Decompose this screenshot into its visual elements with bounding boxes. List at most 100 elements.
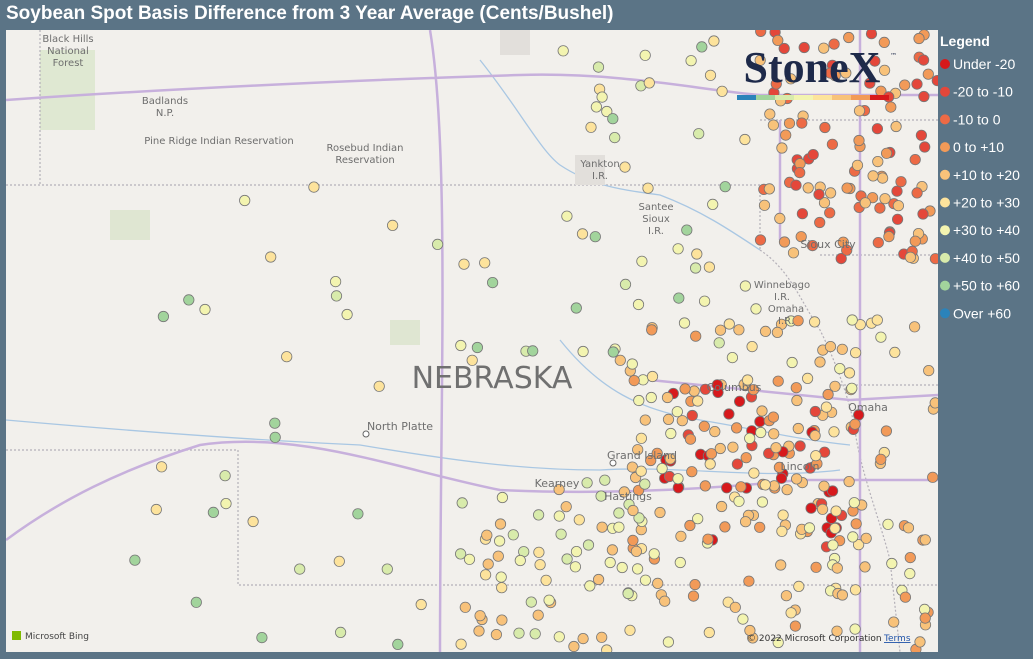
location-dot	[454, 548, 467, 560]
location-dot	[846, 382, 858, 394]
legend: Under -20 -20 to -10 -10 to 0 0 to +10 +10 t…	[940, 56, 1020, 321]
location-dot	[543, 594, 555, 606]
location-dot	[731, 458, 744, 470]
location-dot	[577, 345, 589, 358]
location-dot	[770, 442, 782, 454]
location-dot	[818, 197, 831, 209]
location-dot	[392, 638, 404, 651]
location-dot	[431, 238, 444, 250]
place-label: Yankton	[579, 159, 619, 170]
logo-mark: ™	[890, 52, 897, 60]
location-dot	[651, 447, 663, 459]
location-dot	[630, 545, 643, 558]
location-dot	[874, 202, 886, 214]
location-dot	[721, 482, 733, 494]
place-label: Sioux	[642, 214, 670, 225]
legend-label: 0 to +10	[953, 139, 1004, 155]
location-dot	[703, 626, 715, 639]
location-dot	[569, 561, 582, 573]
location-dot	[880, 147, 893, 159]
location-dot	[869, 55, 881, 67]
location-dot	[835, 253, 847, 265]
location-dot	[532, 509, 545, 521]
location-dot	[841, 182, 853, 194]
location-dot	[685, 55, 697, 67]
location-dot	[553, 510, 565, 522]
provider: Microsoft Bing	[25, 632, 89, 642]
location-dot	[609, 132, 621, 144]
location-dot	[652, 577, 664, 590]
location-dot	[843, 475, 855, 488]
location-dot	[883, 231, 895, 243]
location-dot	[334, 626, 347, 639]
location-dot	[329, 275, 342, 288]
location-dot	[183, 294, 195, 306]
location-dot	[730, 422, 743, 434]
location-dot	[860, 532, 872, 544]
location-dot	[827, 539, 839, 551]
location-dot	[599, 474, 611, 486]
location-dot	[678, 317, 691, 329]
location-dot	[699, 480, 711, 492]
location-dot	[876, 172, 889, 184]
place-label: Kearney	[535, 477, 580, 490]
legend-label: Over +60	[953, 305, 1011, 321]
location-dot	[846, 314, 858, 326]
location-dot	[778, 42, 790, 55]
location-dot	[919, 534, 931, 546]
location-dot	[776, 525, 788, 537]
location-dot	[632, 444, 644, 456]
location-dot	[596, 631, 608, 643]
terms-link[interactable]: Terms	[883, 634, 911, 644]
location-dot	[458, 258, 470, 270]
location-dot	[709, 425, 721, 438]
legend-swatch	[940, 280, 950, 291]
location-dot	[636, 255, 648, 267]
legend-swatch	[940, 86, 950, 97]
location-dot	[665, 427, 677, 440]
location-dot	[809, 405, 821, 418]
legend-swatch	[940, 59, 950, 69]
location-dot	[918, 90, 930, 103]
location-dot	[613, 507, 625, 519]
location-dot	[754, 521, 766, 533]
location-dot	[802, 182, 814, 194]
location-dot	[818, 480, 830, 492]
location-dot	[595, 490, 607, 502]
location-dot	[492, 550, 504, 562]
legend-swatch	[940, 225, 950, 236]
location-dot	[740, 452, 752, 464]
location-dot	[829, 380, 841, 392]
location-dot	[570, 545, 583, 558]
location-dot	[787, 247, 800, 259]
location-dot	[790, 179, 802, 191]
location-dot	[826, 138, 839, 150]
location-dot	[642, 182, 654, 194]
location-dot	[635, 432, 648, 444]
location-dot	[879, 193, 891, 205]
place-labels: Black Hills National Forest Badlands N.P…	[42, 34, 888, 503]
location-dot	[886, 557, 898, 570]
location-dot	[684, 433, 697, 445]
legend-swatch	[940, 197, 950, 208]
location-dot	[689, 262, 702, 274]
location-dot	[729, 601, 741, 613]
place-label: N.P.	[156, 108, 174, 119]
location-dot	[813, 188, 825, 200]
location-dot	[415, 598, 427, 611]
location-dot	[834, 362, 846, 375]
location-dot	[496, 614, 508, 626]
location-dot	[553, 631, 565, 643]
place-label: I.R.	[778, 316, 794, 327]
legend-swatch	[940, 169, 950, 180]
location-dot	[743, 575, 755, 587]
location-dot	[772, 34, 784, 47]
location-dot	[737, 613, 749, 625]
location-dot	[805, 502, 817, 514]
location-dot	[479, 569, 492, 581]
location-dot	[890, 120, 902, 133]
location-dot	[778, 236, 791, 248]
location-dot	[772, 636, 784, 649]
location-dot	[789, 620, 802, 632]
